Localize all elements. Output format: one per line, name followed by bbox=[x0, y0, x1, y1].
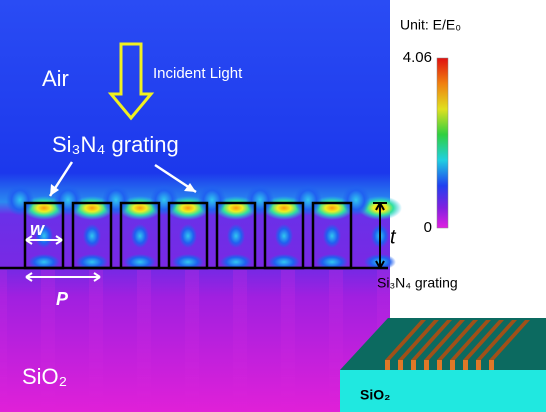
hotspot bbox=[131, 224, 149, 248]
colorbar-min: 0 bbox=[424, 219, 432, 236]
grating-bar-front bbox=[437, 360, 442, 370]
grating-bar-front bbox=[476, 360, 481, 370]
grating-bar-front bbox=[398, 360, 403, 370]
hotspot bbox=[227, 224, 245, 248]
thickness-label: t bbox=[390, 226, 397, 248]
figure: Air Incident Light Si₃N₄ grating w P t S… bbox=[0, 0, 546, 412]
hotspot bbox=[54, 184, 82, 216]
inset-substrate-label: SiO₂ bbox=[360, 387, 390, 403]
hotspot bbox=[150, 184, 178, 216]
hotspot bbox=[198, 184, 226, 216]
field-map: Air Incident Light Si₃N₄ grating w P t S… bbox=[0, 0, 402, 412]
colorbar: Unit: E/E₀ 4.06 0 bbox=[400, 17, 461, 236]
width-label: w bbox=[30, 219, 45, 239]
hotspot bbox=[342, 184, 370, 216]
hotspot bbox=[246, 184, 274, 216]
colorbar-gradient bbox=[437, 58, 448, 228]
grating-bar-front bbox=[450, 360, 455, 370]
incident-label: Incident Light bbox=[153, 65, 243, 82]
colorbar-max: 4.06 bbox=[403, 49, 432, 66]
grating-bar-front bbox=[385, 360, 390, 370]
inset-grating-label: Si₃N₄ grating bbox=[377, 275, 458, 291]
period-label: P bbox=[56, 289, 69, 309]
hotspot bbox=[294, 184, 322, 216]
grating-bar-front bbox=[411, 360, 416, 370]
hotspot bbox=[6, 184, 34, 216]
unit-label: Unit: E/E₀ bbox=[400, 17, 461, 33]
hotspot bbox=[275, 224, 293, 248]
hotspot bbox=[323, 224, 341, 248]
hotspot bbox=[83, 224, 101, 248]
grating-bar-front bbox=[489, 360, 494, 370]
hotspot bbox=[102, 184, 130, 216]
air-label: Air bbox=[42, 66, 69, 91]
hotspot bbox=[179, 224, 197, 248]
grating-label: Si₃N₄ grating bbox=[52, 132, 179, 157]
grating-bar-front bbox=[424, 360, 429, 370]
grating-bar-front bbox=[463, 360, 468, 370]
substrate-label: SiO₂ bbox=[22, 364, 67, 389]
